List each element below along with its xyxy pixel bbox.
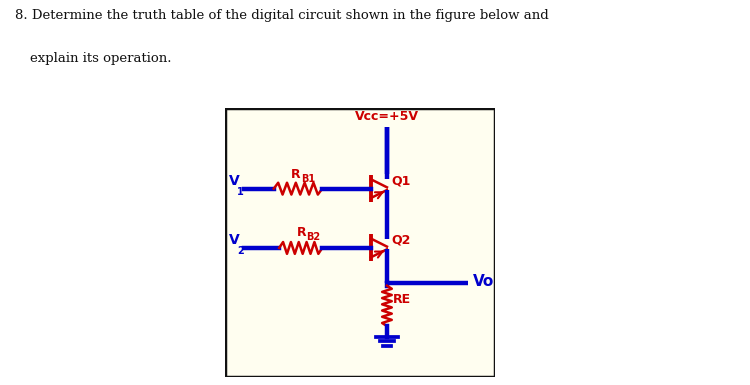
Text: B2: B2 [306, 232, 320, 242]
Text: Vcc=+5V: Vcc=+5V [355, 110, 419, 122]
Text: explain its operation.: explain its operation. [30, 52, 172, 65]
Text: V: V [230, 174, 240, 187]
Text: 1: 1 [237, 187, 244, 197]
Text: 8. Determine the truth table of the digital circuit shown in the figure below an: 8. Determine the truth table of the digi… [15, 8, 549, 22]
Text: RE: RE [393, 293, 411, 306]
Text: V: V [230, 233, 240, 247]
Text: Q2: Q2 [392, 234, 411, 247]
Text: 2: 2 [237, 246, 244, 256]
Text: R: R [297, 226, 306, 239]
Text: Q1: Q1 [392, 175, 411, 187]
Text: Vo: Vo [473, 274, 494, 289]
Text: B1: B1 [301, 174, 315, 184]
Text: R: R [291, 168, 301, 181]
